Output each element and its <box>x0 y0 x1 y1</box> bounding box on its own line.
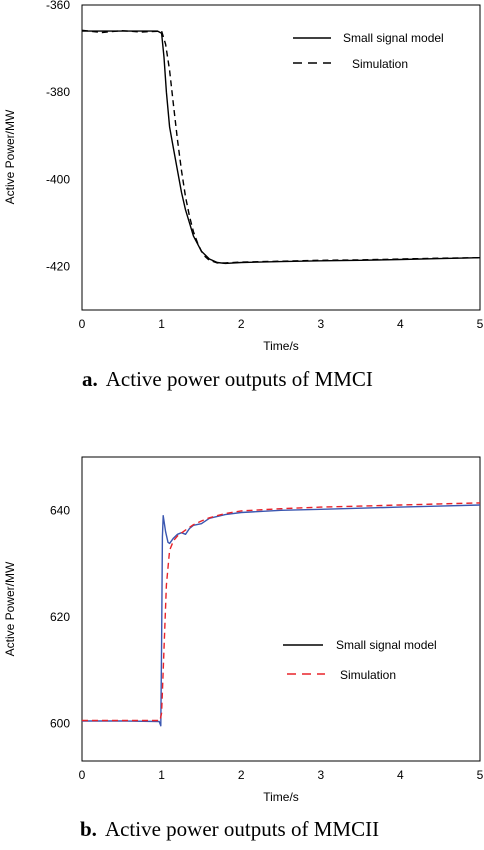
x-tick-label: 5 <box>477 768 484 782</box>
y-tick-label: 620 <box>50 610 70 624</box>
series-line-simulation <box>81 29 481 264</box>
x-tick-label: 3 <box>317 317 324 331</box>
x-tick-label: 1 <box>158 317 165 331</box>
chart-a: -360 -380 -400 -420 0 1 2 3 4 5 Time/s Active Po… <box>3 0 484 391</box>
caption-letter: a. <box>82 367 98 391</box>
legend-label-simulation: Simulation <box>352 57 408 71</box>
caption-b: b. Active power outputs of MMCII <box>80 817 379 841</box>
x-tick-label: 3 <box>317 768 324 782</box>
y-axis-label: Active Power/MW <box>3 109 17 204</box>
series-line-small-signal-model <box>82 30 481 265</box>
y-tick-labels: 600 620 640 <box>50 503 70 730</box>
legend: Small signal model Simulation <box>293 31 444 71</box>
caption-a: a. Active power outputs of MMCI <box>82 367 373 391</box>
x-tick-label: 1 <box>158 768 165 782</box>
y-tick-label: -360 <box>46 0 70 12</box>
y-tick-labels: -360 -380 -400 -420 <box>46 0 70 273</box>
x-tick-label: 0 <box>79 768 86 782</box>
y-tick-label: -420 <box>46 259 70 273</box>
x-tick-label: 2 <box>238 768 245 782</box>
x-tick-label: 4 <box>397 768 404 782</box>
caption-letter: b. <box>80 817 97 841</box>
x-tick-labels: 0 1 2 3 4 5 <box>79 317 484 331</box>
plot-frame <box>81 456 481 762</box>
series-line-simulation <box>82 502 481 722</box>
x-tick-label: 0 <box>79 317 86 331</box>
legend-label-small-signal: Small signal model <box>336 638 437 652</box>
x-tick-labels: 0 1 2 3 4 5 <box>79 768 484 782</box>
y-tick-label: 640 <box>50 503 70 517</box>
x-tick-label: 4 <box>397 317 404 331</box>
y-tick-label: 600 <box>50 717 70 731</box>
x-tick-label: 2 <box>238 317 245 331</box>
legend-label-small-signal: Small signal model <box>343 31 444 45</box>
x-axis-label: Time/s <box>263 339 299 353</box>
series-lines <box>81 29 481 265</box>
caption-text: Active power outputs of MMCII <box>105 817 379 841</box>
caption-text: Active power outputs of MMCI <box>106 367 373 391</box>
y-axis-label: Active Power/MW <box>3 561 17 656</box>
y-tick-label: -380 <box>46 85 70 99</box>
series-lines <box>82 502 481 727</box>
legend: Small signal model Simulation <box>283 638 437 682</box>
plot-frame <box>81 4 481 311</box>
legend-label-simulation: Simulation <box>340 668 396 682</box>
x-axis-label: Time/s <box>263 790 299 804</box>
y-tick-label: -400 <box>46 172 70 186</box>
x-tick-label: 5 <box>477 317 484 331</box>
series-line-small-signal-model <box>82 504 481 727</box>
